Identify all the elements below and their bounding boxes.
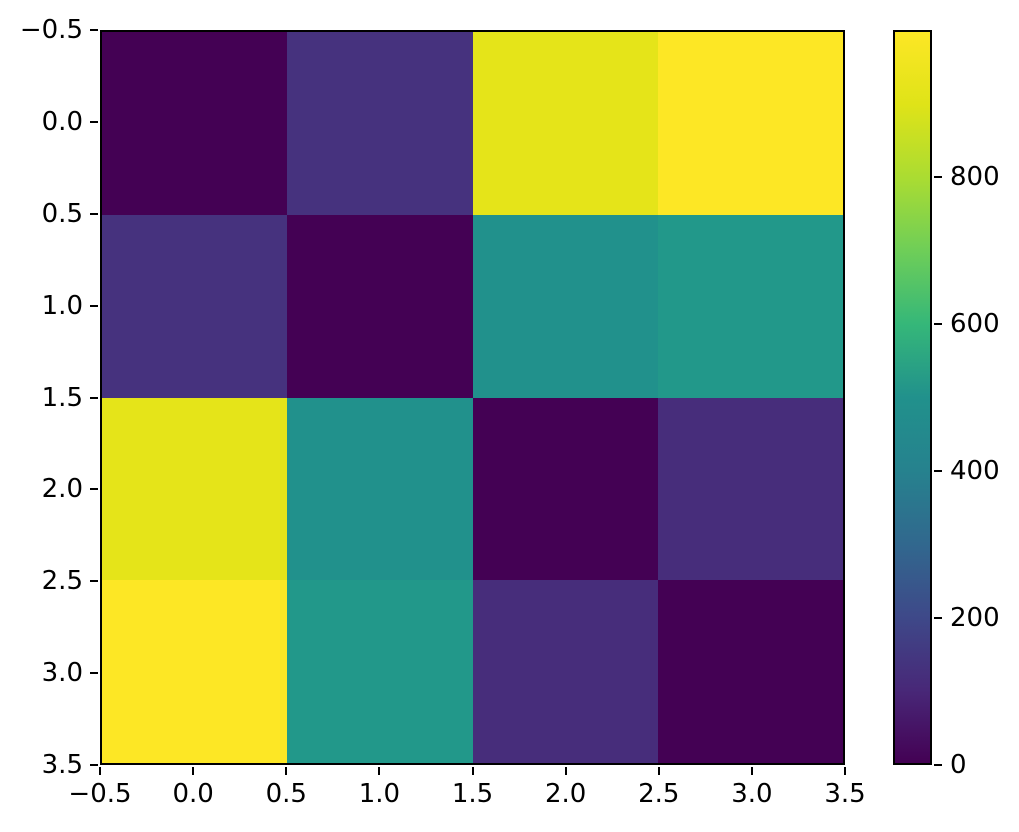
x-axis-tick-label-1: 0.0 (172, 779, 214, 809)
x-axis-tick-mark-3 (378, 767, 381, 775)
y-axis-tick-label-1: 0.0 (41, 106, 83, 137)
y-axis-tick-label-6: 2.5 (41, 566, 83, 597)
colorbar-tick-mark-2 (934, 470, 942, 472)
x-axis-tick-mark-7 (750, 767, 753, 775)
colorbar (893, 30, 932, 765)
heatmap-cell-2-1 (287, 397, 473, 581)
y-axis-tick-label-2: 0.5 (41, 198, 83, 229)
heatmap-cell-3-0 (102, 580, 288, 763)
colorbar-tick-mark-4 (934, 176, 942, 178)
y-axis-tick-mark-2 (90, 212, 98, 215)
y-axis-tick-label-8: 3.5 (41, 750, 83, 780)
y-axis-tick-mark-3 (90, 304, 98, 307)
colorbar-tick-mark-1 (934, 617, 942, 619)
heatmap-cell-1-1 (287, 214, 473, 398)
y-axis-tick-label-0: −0.5 (19, 15, 83, 45)
x-axis-tick-mark-1 (192, 767, 195, 775)
y-axis-tick-mark-4 (90, 396, 98, 399)
x-axis-tick-mark-0 (99, 767, 101, 775)
y-axis-tick-label-4: 1.5 (41, 382, 83, 413)
x-axis-tick-mark-6 (657, 767, 660, 775)
y-axis-tick-label-7: 3.0 (41, 658, 83, 689)
colorbar-tick-label-3: 600 (950, 309, 1000, 339)
y-axis-tick-mark-1 (90, 120, 98, 123)
x-axis-tick-label-2: 0.5 (265, 779, 307, 809)
heatmap-cell-3-1 (287, 580, 473, 763)
heatmap-cell-3-2 (472, 580, 658, 763)
y-axis-tick-mark-8 (90, 764, 98, 766)
y-axis-tick-label-3: 1.0 (41, 290, 83, 321)
x-axis-tick-mark-2 (285, 767, 288, 775)
heatmap-cell-0-3 (657, 32, 843, 215)
y-axis-tick-mark-7 (90, 672, 98, 675)
x-axis: −0.5 0.0 0.5 1.0 1.5 2.0 2.5 3.0 3.5 (68, 767, 866, 827)
colorbar-tick-label-4: 800 (950, 162, 1000, 192)
x-axis-tick-mark-5 (564, 767, 567, 775)
colorbar-axis: 0 200 400 600 800 (932, 30, 1019, 778)
y-axis: −0.5 0.0 0.5 1.0 1.5 2.0 2.5 3.0 3.5 (0, 17, 100, 778)
heatmap-cell-0-1 (287, 32, 473, 215)
heatmap-cell-0-0 (102, 32, 288, 215)
x-axis-tick-label-0: −0.5 (68, 779, 132, 809)
heatmap-cell-1-0 (102, 214, 288, 398)
colorbar-tick-mark-3 (934, 323, 942, 325)
heatmap-cell-1-2 (472, 214, 658, 398)
y-axis-tick-mark-6 (90, 580, 98, 583)
heatmap-cell-0-2 (472, 32, 658, 215)
heatmap-cell-2-0 (102, 397, 288, 581)
x-axis-tick-mark-8 (844, 767, 846, 775)
colorbar-tick-mark-0 (934, 764, 942, 766)
y-axis-tick-mark-0 (90, 29, 98, 31)
heatmap-plot (100, 30, 845, 765)
x-axis-tick-mark-4 (471, 767, 474, 775)
colorbar-tick-label-1: 200 (950, 603, 1000, 633)
x-axis-tick-label-4: 1.5 (451, 779, 494, 809)
x-axis-tick-label-3: 1.0 (358, 779, 401, 809)
y-axis-tick-mark-5 (90, 488, 98, 491)
colorbar-tick-label-2: 400 (950, 456, 1000, 486)
colorbar-tick-label-0: 0 (950, 750, 967, 780)
heatmap-grid (102, 32, 843, 763)
x-axis-tick-label-6: 2.5 (638, 779, 680, 809)
heatmap-cell-2-3 (657, 397, 843, 581)
x-axis-tick-label-5: 2.0 (544, 779, 587, 809)
heatmap-cell-2-2 (472, 397, 658, 581)
y-axis-tick-label-5: 2.0 (41, 474, 83, 505)
heatmap-cell-3-3 (657, 580, 843, 763)
x-axis-tick-label-7: 3.0 (731, 779, 773, 809)
x-axis-tick-label-8: 3.5 (824, 779, 866, 809)
heatmap-cell-1-3 (657, 214, 843, 398)
